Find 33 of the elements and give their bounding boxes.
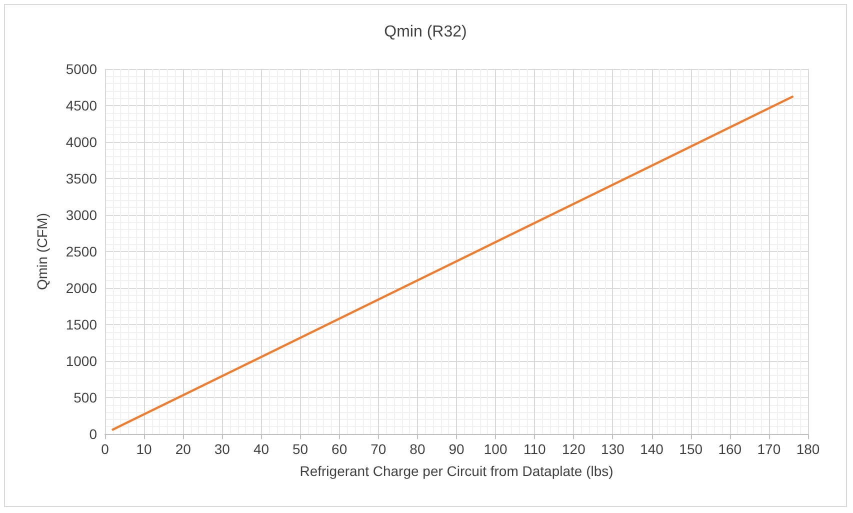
x-tick-label: 180: [796, 441, 820, 457]
y-tick-label: 2500: [66, 244, 98, 260]
x-axis-title: Refrigerant Charge per Circuit from Dataplate (lbs): [300, 463, 614, 479]
x-tick-label: 110: [523, 441, 546, 457]
x-tick-label: 80: [410, 441, 426, 457]
x-tick-label: 120: [562, 441, 586, 457]
y-tick-label: 1000: [66, 353, 98, 369]
y-tick-label: 4500: [66, 98, 98, 114]
x-tick-label: 20: [175, 441, 192, 457]
y-tick-label: 4000: [66, 134, 98, 150]
y-tick-label: 3000: [66, 207, 98, 223]
x-tick-label: 150: [679, 441, 703, 457]
y-tick-label: 2000: [66, 280, 98, 296]
x-tick-label: 40: [253, 441, 270, 457]
x-tick-label: 90: [448, 441, 464, 457]
x-tick-label: 50: [292, 441, 308, 457]
y-tick-label: 500: [74, 390, 98, 406]
x-tick-label: 30: [214, 441, 230, 457]
x-tick-label: 130: [601, 441, 625, 457]
x-tick-label: 70: [370, 441, 386, 457]
x-tick-label: 100: [484, 441, 508, 457]
chart-title: Qmin (R32): [384, 24, 467, 40]
x-tick-label: 10: [136, 441, 152, 457]
x-tick-label: 170: [757, 441, 781, 457]
y-tick-label: 1500: [66, 316, 98, 332]
y-axis-title: Qmin (CFM): [34, 213, 50, 290]
y-tick-label: 0: [89, 426, 98, 442]
x-tick-label: 140: [640, 441, 664, 457]
x-tick-label: 160: [718, 441, 742, 457]
x-tick-label: 0: [101, 441, 110, 457]
x-tick-label: 60: [332, 441, 348, 457]
y-tick-label: 3500: [66, 170, 98, 186]
y-tick-label: 5000: [66, 61, 98, 77]
